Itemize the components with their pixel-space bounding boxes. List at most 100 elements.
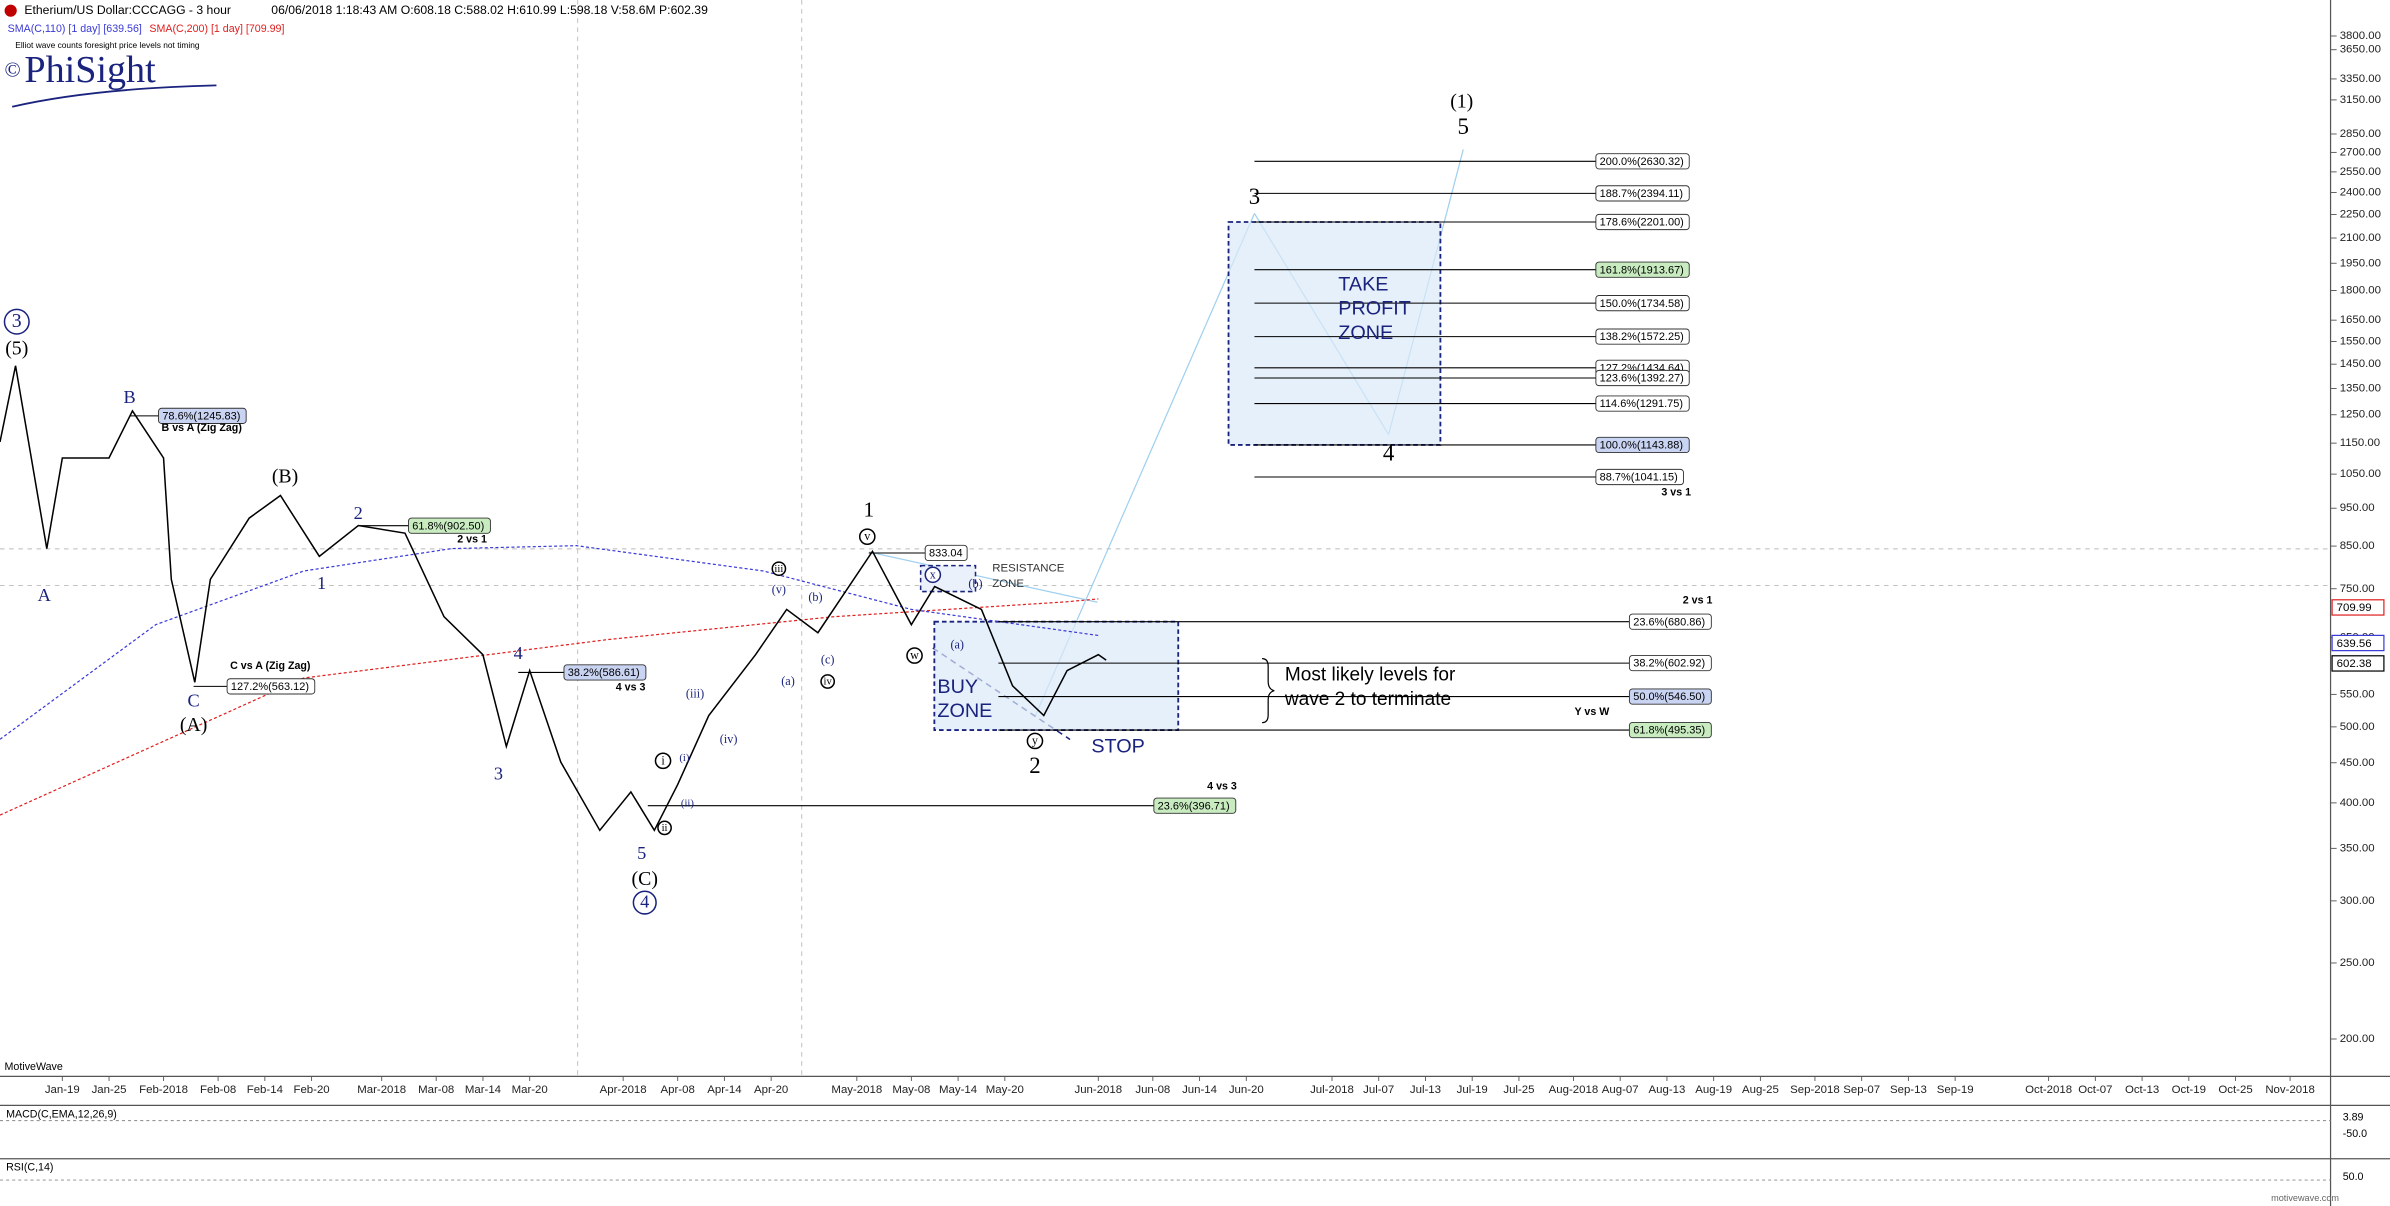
wave-label: (1)	[1450, 90, 1473, 112]
y-tick-label: 1450.00	[2340, 358, 2381, 370]
y-tick-label: 3350.00	[2340, 73, 2381, 85]
y-tick-label: 3800.00	[2340, 30, 2381, 42]
level-label: 127.2%(563.12)	[231, 681, 309, 693]
x-tick-label: Nov-2018	[2265, 1084, 2315, 1096]
y-tick-label: 2400.00	[2340, 187, 2381, 199]
note: 2 vs 1	[1683, 595, 1713, 607]
level-box	[1595, 468, 1684, 486]
price-marker-label: 639.56	[2337, 638, 2372, 650]
wave-label: 4	[640, 892, 649, 912]
level-box	[1153, 797, 1237, 814]
x-tick-label: Mar-2018	[357, 1084, 406, 1096]
level-label: 161.8%(1913.67)	[1600, 264, 1684, 276]
wave-label: (v)	[772, 583, 786, 597]
wave-label: 1	[317, 573, 326, 593]
wave-label: (c)	[821, 653, 835, 667]
macd-title: MACD(C,EMA,12,26,9)	[6, 1108, 117, 1120]
y-tick-label: 1800.00	[2340, 285, 2381, 297]
y-tick-label: 300.00	[2340, 895, 2375, 907]
zone-label: PROFIT	[1338, 298, 1411, 320]
note: wave 2 to terminate	[1284, 689, 1451, 710]
x-tick-label: Apr-08	[661, 1084, 695, 1096]
wave-circle	[924, 566, 942, 584]
x-tick-label: Jun-08	[1135, 1084, 1170, 1096]
level-box	[1595, 369, 1690, 387]
x-tick-label: Jun-14	[1182, 1084, 1218, 1096]
y-tick-label: 1650.00	[2340, 314, 2381, 326]
note: C vs A (Zig Zag)	[230, 660, 311, 672]
wave-circle	[632, 890, 657, 915]
x-tick-label: Apr-14	[707, 1084, 742, 1096]
level-box	[1628, 655, 1712, 672]
x-tick-label: Mar-14	[465, 1084, 502, 1096]
level-label: 188.7%(2394.11)	[1600, 188, 1683, 200]
wave-label: 3	[1249, 184, 1260, 209]
x-tick-label: Mar-08	[418, 1084, 454, 1096]
note: 4 vs 3	[1207, 781, 1237, 793]
x-tick-label: Sep-07	[1843, 1084, 1880, 1096]
level-label: 200.0%(2630.32)	[1600, 156, 1684, 168]
note: 4 vs 3	[616, 681, 646, 693]
x-tick-label: May-2018	[831, 1084, 882, 1096]
wave-label: B	[123, 387, 135, 407]
x-tick-label: Aug-19	[1695, 1084, 1732, 1096]
y-tick-label: 250.00	[2340, 957, 2375, 969]
x-tick-label: Aug-07	[1602, 1084, 1639, 1096]
y-tick-label: 2700.00	[2340, 146, 2381, 158]
level-box	[1595, 185, 1690, 202]
wave-label: 2	[354, 503, 363, 523]
level-box	[924, 544, 968, 562]
level-label: 38.2%(602.92)	[1633, 658, 1705, 670]
wave-label: (iv)	[720, 732, 738, 746]
logo-copyright: ©	[5, 58, 21, 82]
rsi-title: RSI(C,14)	[6, 1162, 53, 1174]
y-tick-label: 1950.00	[2340, 257, 2381, 269]
wave-label: (C)	[632, 868, 658, 890]
x-tick-label: May-14	[939, 1084, 978, 1096]
y-tick-label: 200.00	[2340, 1033, 2375, 1045]
x-tick-label: Feb-2018	[139, 1084, 188, 1096]
y-tick-label: 550.00	[2340, 688, 2375, 700]
level-label: 123.6%(1392.27)	[1600, 373, 1684, 385]
level-box	[1595, 395, 1690, 412]
x-tick-label: Jul-19	[1457, 1084, 1488, 1096]
disclaimer: Elliot wave counts foresight price level…	[15, 40, 200, 50]
logo-swoosh	[11, 84, 217, 108]
wave-label: (b)	[968, 576, 982, 590]
x-tick-label: Oct-2018	[2025, 1084, 2072, 1096]
wave-label: (5)	[5, 337, 28, 359]
y-tick-label: 2250.00	[2340, 209, 2381, 221]
note: B vs A (Zig Zag)	[162, 422, 243, 434]
x-tick-label: Jan-25	[92, 1084, 127, 1096]
macd-label: 3.89	[2343, 1111, 2364, 1123]
wave-label: 5	[1458, 114, 1469, 139]
y-tick-label: 2100.00	[2340, 232, 2381, 244]
buy-zone	[933, 620, 1180, 731]
level-box	[1595, 261, 1690, 278]
x-tick-label: Jul-07	[1363, 1084, 1394, 1096]
level-label: 833.04	[929, 548, 963, 560]
wave-label: 2	[1029, 753, 1040, 778]
level-label: 61.8%(902.50)	[412, 520, 484, 532]
level-box	[1628, 688, 1712, 705]
wave-label: 4	[1383, 440, 1395, 465]
wave-label: 5	[637, 843, 646, 863]
header-title: Etherium/US Dollar:CCCAGG - 3 hour	[24, 3, 231, 17]
x-tick-label: Feb-08	[200, 1084, 236, 1096]
wave-label: ii	[662, 822, 668, 834]
wave-circle	[657, 820, 672, 836]
y-tick-label: 3650.00	[2340, 44, 2381, 56]
x-tick-label: Feb-20	[293, 1084, 329, 1096]
price-marker-label: 602.38	[2337, 658, 2372, 670]
y-tick-label: 1550.00	[2340, 335, 2381, 347]
y-tick-label: 400.00	[2340, 797, 2375, 809]
level-label: 88.7%(1041.15)	[1600, 472, 1678, 484]
level-label: 150.0%(1734.58)	[1600, 298, 1684, 310]
wave-circle	[654, 752, 672, 770]
y-tick-label: 3150.00	[2340, 94, 2381, 106]
wave-circle	[3, 308, 30, 335]
level-box	[1595, 328, 1690, 345]
note: 2 vs 1	[457, 534, 487, 546]
